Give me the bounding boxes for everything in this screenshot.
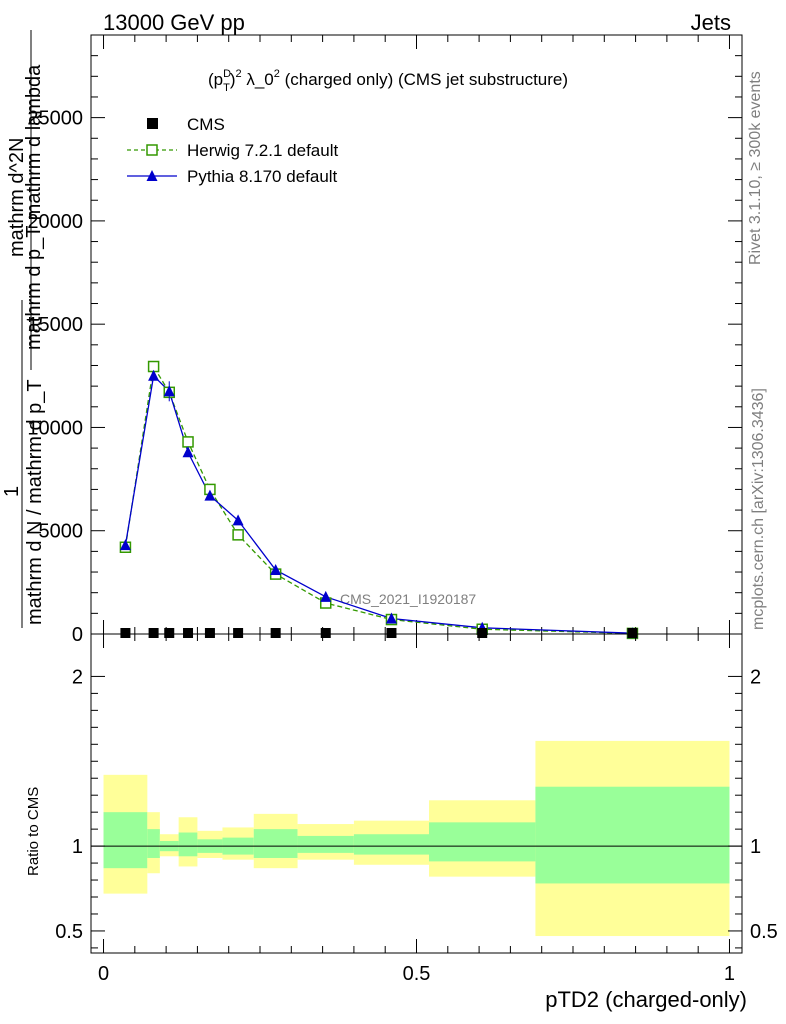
ratio-ytick-label: 0.5 xyxy=(55,921,83,943)
pythia-point xyxy=(320,590,332,602)
plot-title-paren: ) xyxy=(230,70,236,89)
herwig-point xyxy=(232,529,244,541)
ratio-band-green xyxy=(147,829,160,858)
cms-point xyxy=(627,628,638,638)
main-y-label: mathrm d^2N mathrm d p_T mathrm d lambda… xyxy=(1,30,46,628)
cms-point xyxy=(386,628,397,638)
energy-title: 13000 GeV pp xyxy=(103,10,245,35)
pythia-point xyxy=(182,446,194,458)
cms-point xyxy=(233,628,244,638)
cms-point xyxy=(164,628,175,638)
main-ytick-label: 0 xyxy=(72,624,83,646)
pythia-point xyxy=(204,489,216,501)
legend-herwig-marker xyxy=(146,144,158,156)
plot-title-sup-d: D xyxy=(223,68,231,80)
ratio-y-axis: 0.5 0.5 1 1 2 2 xyxy=(55,666,778,949)
y-label-top-num: mathrm d^2N xyxy=(6,138,28,257)
ratio-ytick-label: 1 xyxy=(72,836,83,858)
ratio-band-green xyxy=(253,829,298,858)
analysis-watermark: CMS_2021_I1920187 xyxy=(340,591,476,607)
plot-title-rest: (charged only) (CMS jet substructure) xyxy=(280,70,568,89)
plot-title-sup-2a: 2 xyxy=(235,68,241,80)
pythia-point xyxy=(148,369,160,381)
main-ytick-label: 25000 xyxy=(27,108,83,130)
legend-cms-marker xyxy=(147,118,158,129)
ratio-band-green xyxy=(297,835,354,853)
y-label-top-den: mathrm d p_T mathrm d lambda xyxy=(23,64,45,350)
pythia-point xyxy=(270,563,282,575)
legend-cms-label: CMS xyxy=(187,115,225,134)
ratio-ytick-label-right: 1 xyxy=(750,836,761,858)
x-axis-label: pTD2 (charged-only) xyxy=(545,987,747,1012)
main-ytick-label: 10000 xyxy=(27,417,83,439)
ratio-band-green xyxy=(353,834,430,855)
pythia-point xyxy=(385,612,397,624)
ratio-band-green xyxy=(178,832,198,857)
cms-point xyxy=(477,628,488,638)
legend: CMS Herwig 7.2.1 default Pythia 8.170 de… xyxy=(127,115,338,186)
ratio-y-label: Ratio to CMS xyxy=(25,787,42,876)
legend-pythia-marker xyxy=(146,170,158,181)
pythia-point xyxy=(232,514,244,526)
ratio-band-green xyxy=(535,786,730,884)
rivet-label: Rivet 3.1.10, ≥ 300k events xyxy=(747,71,764,265)
main-y-axis: 0 5000 10000 15000 20000 25000 xyxy=(27,55,742,646)
cms-point xyxy=(183,628,194,638)
ratio-ytick-label: 2 xyxy=(72,666,83,688)
plot-title: (pD T)2 λ_02 (charged only) (CMS jet subs… xyxy=(208,68,568,94)
cms-point xyxy=(148,628,159,638)
ratio-ytick-label-right: 0.5 xyxy=(750,921,778,943)
plot-title-lambda: λ_0 xyxy=(242,70,274,89)
ratio-band-green xyxy=(429,822,536,862)
cms-point xyxy=(120,628,131,638)
herwig-point xyxy=(182,436,194,448)
y-label-one: 1 xyxy=(1,486,23,497)
jets-title: Jets xyxy=(691,10,731,35)
legend-herwig-label: Herwig 7.2.1 default xyxy=(187,141,338,160)
ratio-xtick-label: 0.5 xyxy=(403,963,431,985)
ratio-x-axis: 0 0.5 1 xyxy=(98,634,735,985)
legend-pythia-label: Pythia 8.170 default xyxy=(187,167,338,186)
plot-title-prefix: (p xyxy=(208,70,223,89)
plot-title-sup-2b: 2 xyxy=(274,68,280,80)
ratio-band-green xyxy=(103,812,148,869)
main-x-axis-ticks xyxy=(103,35,730,634)
ratio-xtick-label: 0 xyxy=(98,963,109,985)
ratio-xtick-label: 1 xyxy=(724,963,735,985)
ratio-plot-panel: 0.5 0.51 12 2 0 0.5 1 Ratio to CMS pTD2 (char… xyxy=(25,633,778,1012)
cms-point xyxy=(204,628,215,638)
main-series xyxy=(119,360,639,640)
pythia-point xyxy=(119,539,131,551)
cms-point xyxy=(270,628,281,638)
ratio-ytick-label-right: 2 xyxy=(750,666,761,688)
ratio-bands xyxy=(103,740,730,937)
mcplots-label: mcplots.cern.ch [arXiv:1306.3436] xyxy=(750,388,767,630)
main-ytick-label: 20000 xyxy=(27,211,83,233)
cms-point xyxy=(320,628,331,638)
main-ytick-label: 15000 xyxy=(27,314,83,336)
main-ytick-label: 5000 xyxy=(39,521,84,543)
y-label-bottom: mathrm d N / mathrm d p_T xyxy=(24,379,46,625)
plot-title-sub-t: T xyxy=(223,82,230,94)
